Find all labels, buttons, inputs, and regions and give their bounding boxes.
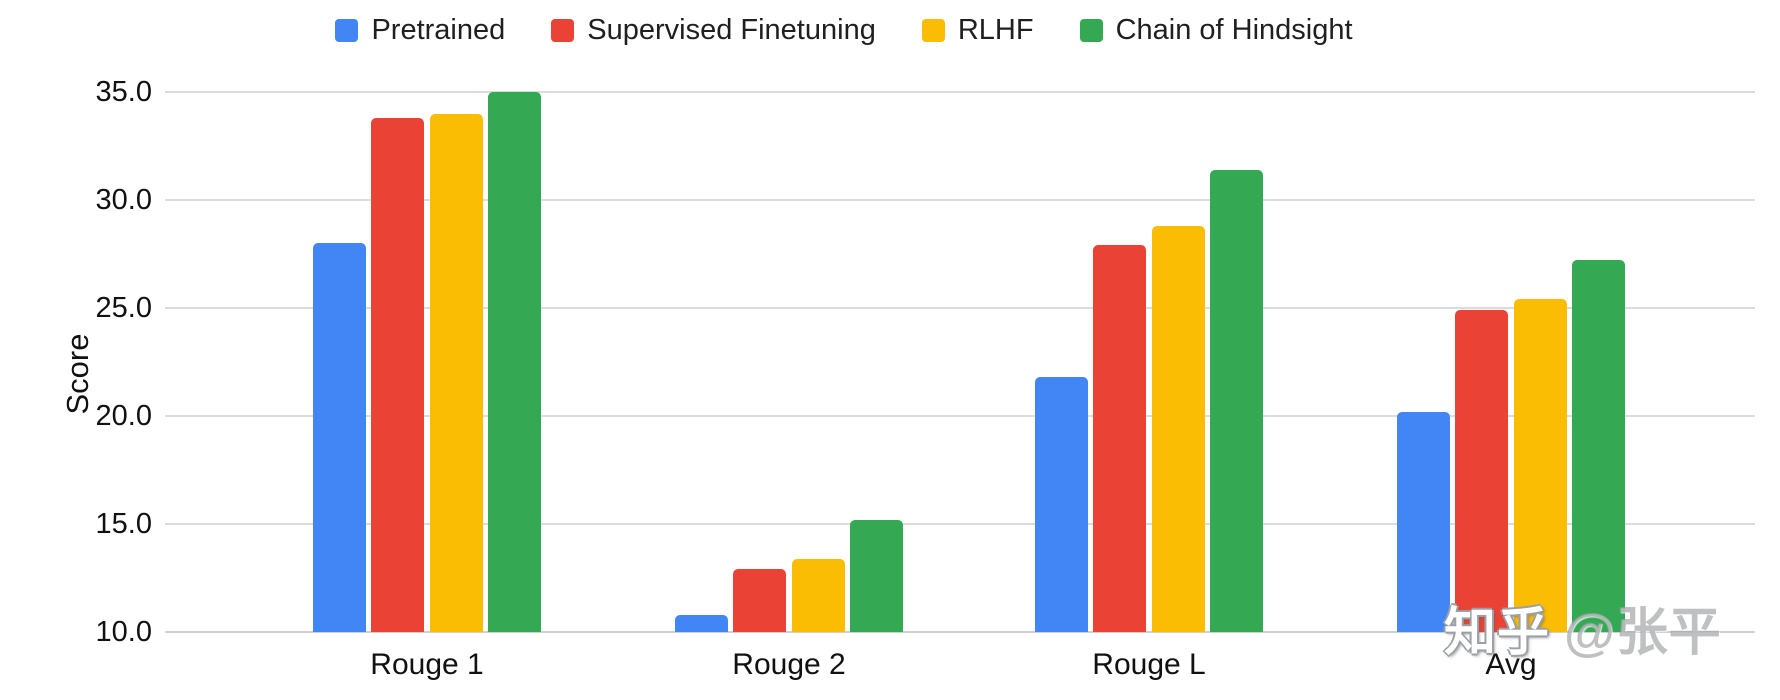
legend-label: Pretrained [371,14,506,46]
legend-swatch-supervised-finetuning [551,19,575,42]
y-tick-label: 15.0 [95,508,152,540]
y-tick-label: 35.0 [95,76,152,108]
legend-item-chain-of-hindsight: Chain of Hindsight [1079,14,1353,47]
legend-item-rlhf: RLHF [921,14,1034,47]
bar-group-rouge-l [1035,92,1263,632]
legend-swatch-pretrained [335,19,359,42]
legend-swatch-chain-of-hindsight [1079,19,1103,42]
bar-group-rouge-1 [313,92,541,632]
bar-supervised-finetuning-avg [1455,310,1509,632]
watermark-user: @张平 [1564,604,1722,662]
x-axis-line [165,631,1755,633]
bar-pretrained-avg [1397,412,1450,632]
plot-area [165,91,1755,633]
bar-pretrained-rouge-2 [675,615,728,632]
bar-supervised-finetuning-rouge-l [1093,245,1147,632]
bar-pretrained-rouge-l [1035,377,1088,632]
x-label-rouge-1: Rouge 1 [370,648,484,681]
bar-group-rouge-2 [675,92,903,632]
y-tick-label: 20.0 [95,400,152,432]
bar-chain-of-hindsight-rouge-1 [487,92,541,632]
x-label-rouge-2: Rouge 2 [732,648,846,681]
y-tick-label: 10.0 [95,616,152,648]
legend-label: Supervised Finetuning [587,14,876,46]
gridline [165,199,1755,201]
x-label-rouge-l: Rouge L [1092,648,1206,681]
bar-chain-of-hindsight-avg [1571,260,1625,632]
legend-item-supervised-finetuning: Supervised Finetuning [551,14,876,47]
bar-rlhf-rouge-1 [429,114,483,632]
y-tick-label: 30.0 [95,184,152,216]
x-label-avg: Avg [1485,648,1537,681]
bar-rlhf-rouge-l [1151,226,1205,632]
bar-rlhf-rouge-2 [791,559,845,632]
gridline [165,415,1755,417]
bar-chain-of-hindsight-rouge-2 [849,520,903,632]
gridline [165,307,1755,309]
gridline [165,91,1755,93]
legend-item-pretrained: Pretrained [335,14,505,47]
watermark: 知乎 @张平 [1444,590,1722,665]
legend-label: RLHF [957,14,1034,46]
bar-supervised-finetuning-rouge-2 [733,569,787,632]
watermark-brand: 知乎 [1444,604,1551,662]
y-tick-label: 25.0 [95,292,152,324]
bar-supervised-finetuning-rouge-1 [371,118,425,632]
gridline [165,523,1755,525]
bar-group-avg [1397,92,1625,632]
legend-swatch-rlhf [921,19,945,42]
legend-label: Chain of Hindsight [1115,14,1353,46]
legend: Pretrained Supervised Finetuning RLHF Chain… [0,14,1734,47]
bar-chain-of-hindsight-rouge-l [1209,170,1263,632]
bar-pretrained-rouge-1 [313,243,366,632]
bar-rlhf-avg [1513,299,1567,632]
